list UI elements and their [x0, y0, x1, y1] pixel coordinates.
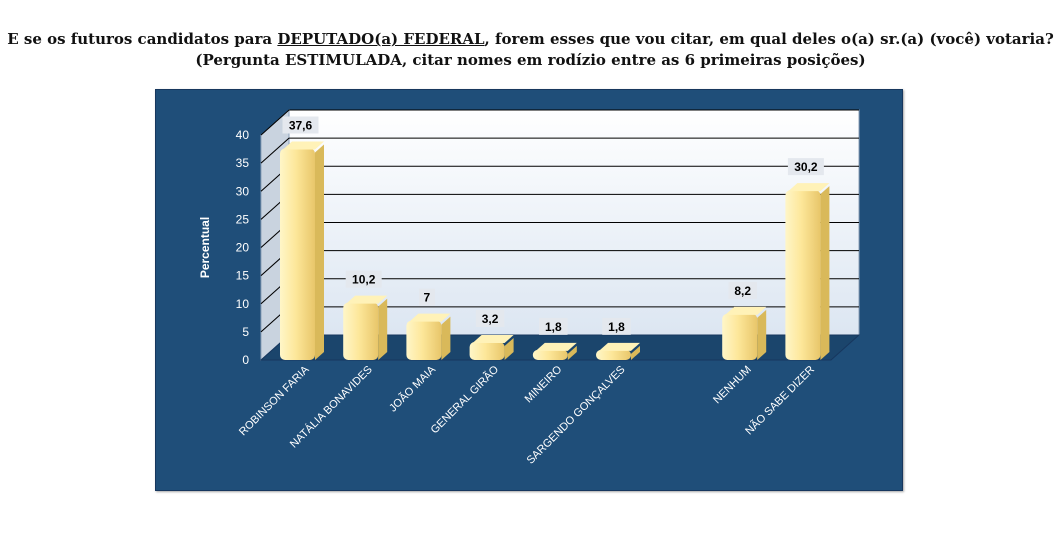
x-tick-label: GENERAL GIRÃO: [428, 363, 502, 437]
y-tick-label: 25: [236, 212, 250, 226]
bar-top: [409, 313, 451, 322]
y-tick-label: 40: [236, 128, 250, 142]
y-tick-label: 15: [236, 269, 250, 283]
data-label-box: [539, 317, 568, 335]
bar-front: [280, 148, 315, 360]
chart-title-line2: (Pergunta ESTIMULADA, citar nomes em rod…: [195, 51, 866, 69]
gridline: [260, 109, 859, 136]
bar-top: [788, 183, 830, 192]
bar-7: 8,2: [722, 281, 767, 360]
bar-side: [567, 345, 577, 360]
bar-4: 3,2: [469, 310, 514, 360]
data-label-box: [728, 281, 757, 299]
bar-1: 37,6: [280, 116, 324, 360]
bar-front: [785, 190, 821, 360]
x-tick-label: NÃO SABE DIZER: [743, 363, 817, 437]
bar-side: [504, 338, 514, 360]
bar-2: 10,2: [343, 270, 388, 360]
title-underlined: DEPUTADO(a) FEDERAL: [277, 30, 485, 48]
bar-top: [283, 141, 324, 150]
bar-side: [378, 298, 388, 360]
data-label-box: [475, 310, 505, 327]
data-label: 1,8: [545, 320, 562, 334]
bar-top: [346, 295, 388, 304]
bar-front: [596, 349, 631, 360]
bar-side: [757, 309, 767, 360]
bar-chart: 0 5 10 15 20 25 30 35 40 Percentual 37,6 ROBINSON F…: [198, 108, 861, 467]
bar-front: [532, 349, 568, 360]
bar-side: [315, 144, 324, 360]
title-part2: , forem esses que vou citar, em qual del…: [484, 30, 1054, 48]
y-tick-label: 30: [236, 184, 250, 198]
bar-front: [469, 342, 505, 360]
bar-side: [631, 345, 640, 360]
bar-3: 7: [406, 288, 451, 360]
bar-top: [599, 342, 640, 351]
x-tick-label: JOÃO MAIA: [386, 362, 438, 414]
x-tick-label: ROBINSON FARIA: [237, 363, 312, 438]
data-label: 30,2: [794, 160, 818, 174]
data-label: 37,6: [289, 119, 313, 133]
data-label-box: [787, 158, 824, 176]
bar-side: [441, 316, 451, 360]
chart-panel: 0 5 10 15 20 25 30 35 40 Percentual 37,6 ROBINSON F…: [155, 89, 903, 491]
bar-6: 1,8: [596, 317, 640, 360]
y-tick-label: 35: [236, 156, 250, 170]
bar-8: 30,2: [785, 158, 830, 360]
chart-title-line1: E se os futuros candidatos para DEPUTADO…: [0, 30, 1061, 48]
bar-front: [343, 302, 379, 360]
y-tick-label: 0: [242, 353, 249, 367]
data-label: 10,2: [352, 273, 376, 287]
data-label-box: [602, 317, 631, 335]
y-tick-label: 20: [236, 241, 250, 255]
bar-side: [820, 186, 830, 360]
title-part1: E se os futuros candidatos para: [7, 30, 278, 48]
data-label-box: [418, 288, 435, 306]
y-tick-label: 10: [236, 297, 250, 311]
y-axis-label: Percentual: [198, 217, 212, 278]
bar-top: [725, 306, 767, 315]
data-label: 1,8: [608, 320, 625, 334]
data-label: 3,2: [482, 312, 499, 326]
data-label-box: [282, 116, 319, 134]
bar-top: [535, 342, 577, 351]
bar-front: [722, 313, 758, 360]
bar-top: [472, 335, 514, 343]
bar-5: 1,8: [532, 317, 577, 360]
y-tick-label: 5: [242, 325, 249, 339]
x-tick-label: NENHUM: [711, 364, 754, 407]
x-tick-label: MINEIRO: [523, 363, 565, 405]
data-label: 8,2: [734, 284, 751, 298]
data-label-box: [345, 270, 382, 288]
bar-front: [406, 320, 442, 360]
gridline: [260, 137, 859, 164]
data-label: 7: [424, 291, 431, 305]
